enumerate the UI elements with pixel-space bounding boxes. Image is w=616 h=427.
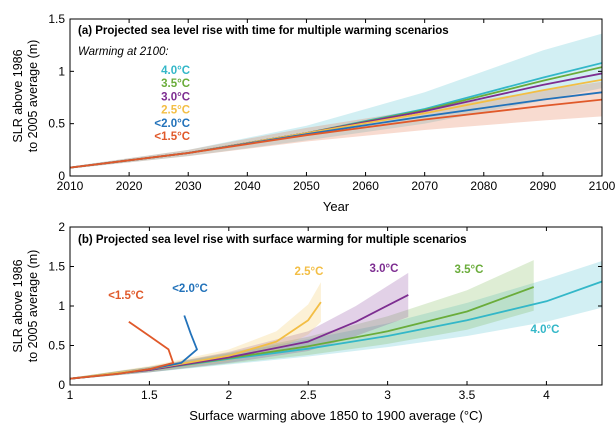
uncertainty-band (70, 272, 409, 380)
y-tick-label: 1 (58, 64, 65, 78)
plot-frame (69, 18, 603, 177)
legend-entry: 2.5°C (161, 105, 190, 117)
legend-entry: 3.5°C (161, 78, 190, 90)
legend-entry: <2.0°C (154, 118, 190, 130)
x-tick-label: 2050 (293, 179, 320, 193)
y-axis-label: SLR above 1986to 2005 average (m) (11, 250, 40, 363)
legend-entry: 3.0°C (161, 91, 190, 103)
series-annotation: 3.0°C (370, 263, 399, 275)
series-annotation: <1.5°C (108, 290, 144, 302)
y-axis-label-line2: to 2005 average (m) (26, 40, 40, 153)
series-annotation: 2.5°C (295, 266, 324, 278)
y-tick-label: 1.5 (48, 12, 65, 26)
y-tick-label: 1.5 (48, 260, 65, 274)
y-tick-label: 1 (58, 299, 65, 313)
panel-title: (b) Projected sea level rise with surfac… (78, 234, 467, 246)
plot-area (70, 33, 602, 169)
plot-area (70, 260, 602, 380)
x-tick-label: 2010 (57, 179, 84, 193)
series-annotation: 3.5°C (455, 264, 484, 276)
x-tick-label: 4 (543, 388, 550, 402)
series-line (70, 98, 602, 169)
x-tick-label: 1.5 (141, 388, 158, 402)
x-tick-label: 2090 (530, 179, 557, 193)
x-tick-label: 2080 (470, 179, 497, 193)
series-line (70, 321, 175, 380)
x-tick-label: 3.5 (459, 388, 476, 402)
x-axis-label: Year (323, 199, 350, 214)
x-tick-label: 2 (225, 388, 232, 402)
x-tick-label: 3 (384, 388, 391, 402)
legend-entry: 4.0°C (161, 65, 190, 77)
x-tick-label: 1 (67, 388, 74, 402)
uncertainty-band (70, 81, 602, 169)
y-axis-label-line2: to 2005 average (m) (26, 250, 40, 363)
x-axis-label: Surface warming above 1850 to 1900 avera… (189, 408, 483, 423)
uncertainty-band (70, 260, 602, 380)
panel-b: 1 1.5 2 2.5 3 3.5 4 0 0.5 1 1.5 2 (b) Projected sea … (11, 220, 603, 423)
y-tick-label: 2 (58, 220, 65, 234)
x-tick-label: 2020 (116, 179, 143, 193)
y-tick-label: 0.5 (48, 117, 65, 131)
y-axis-label-line1: SLR above 1986 (11, 49, 25, 142)
x-tick-label: 2040 (234, 179, 261, 193)
x-tick-label: 2030 (175, 179, 202, 193)
panel-title: (a) Projected sea level rise with time f… (78, 25, 449, 37)
x-tick-label: 2100 (589, 179, 616, 193)
series-annotation: 4.0°C (531, 324, 560, 336)
legend-title: Warming at 2100: (78, 46, 169, 58)
legend-entry: <1.5°C (154, 131, 190, 143)
x-tick-label: 2.5 (300, 388, 317, 402)
series-annotation: <2.0°C (172, 283, 208, 295)
panel-a: 2010 2020 2030 2040 2050 2060 2070 2080 2090 2100… (11, 12, 616, 214)
uncertainty-band (70, 33, 602, 169)
y-axis-label: SLR above 1986to 2005 average (m) (11, 40, 40, 153)
y-tick-label: 0 (58, 378, 65, 392)
x-tick-label: 2060 (352, 179, 379, 193)
uncertainty-band (70, 260, 534, 380)
y-tick-label: 0.5 (48, 339, 65, 353)
y-tick-label: 0 (58, 169, 65, 183)
y-axis-label-line1: SLR above 1986 (11, 259, 25, 352)
x-tick-label: 2070 (411, 179, 438, 193)
uncertainty-band (70, 282, 321, 380)
